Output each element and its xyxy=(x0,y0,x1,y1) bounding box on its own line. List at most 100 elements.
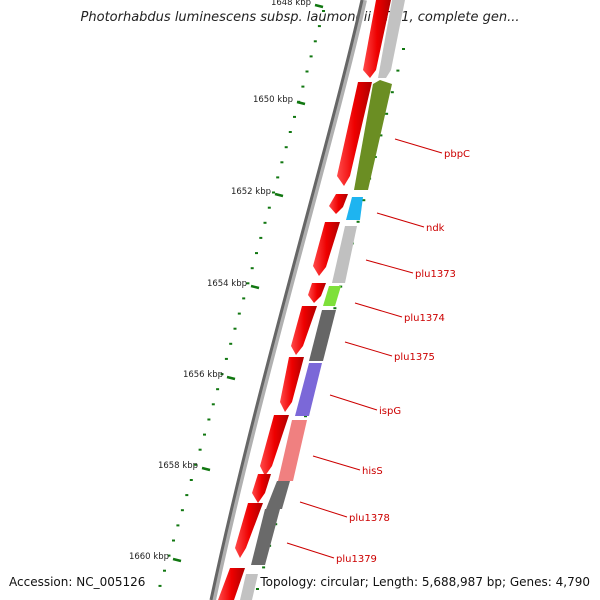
scale-dot xyxy=(207,418,211,421)
gene-block[interactable] xyxy=(354,80,392,190)
cds-arrow[interactable] xyxy=(313,222,340,276)
scale-tick-label: 1654 kbp xyxy=(207,279,247,289)
cds-arrow[interactable] xyxy=(252,474,271,503)
cds-reverse-track xyxy=(240,0,405,600)
inner-tick-dot xyxy=(356,220,360,223)
scale-dot xyxy=(284,146,288,149)
scale-dot xyxy=(194,463,198,466)
backbone-line xyxy=(210,0,367,600)
scale-tick-label: 1652 kbp xyxy=(231,187,271,197)
cds-arrow[interactable] xyxy=(218,568,245,600)
scale-dot xyxy=(172,539,175,542)
gene-label-plu1378[interactable]: plu1378 xyxy=(349,513,390,524)
scale-dot xyxy=(280,161,284,164)
scale-dot xyxy=(163,569,166,572)
cds-arrow[interactable] xyxy=(329,194,348,214)
scale-dot xyxy=(263,221,267,224)
cds-arrow[interactable] xyxy=(308,283,326,303)
gene-callout-line xyxy=(286,542,335,559)
gene-block[interactable] xyxy=(323,286,341,306)
gene-label-plu1373[interactable]: plu1373 xyxy=(415,269,456,280)
scale-tick xyxy=(314,3,324,9)
gene-callout-line xyxy=(365,259,414,274)
scale-dot xyxy=(322,10,325,12)
scale-tick xyxy=(274,192,284,198)
inner-tick-dot xyxy=(333,307,337,310)
gene-block-grey[interactable] xyxy=(378,0,405,78)
scale-tick-label: 1650 kbp xyxy=(253,95,293,105)
cds-arrow[interactable] xyxy=(363,0,391,78)
gene-block[interactable] xyxy=(251,509,280,565)
scale-dot xyxy=(211,403,215,406)
cds-arrow[interactable] xyxy=(337,82,372,186)
scale-dot xyxy=(167,554,171,557)
inner-tick-dot xyxy=(256,588,259,590)
scale-tick-label: 1648 kbp xyxy=(271,0,311,8)
cds-arrow[interactable] xyxy=(291,306,317,355)
scale-dot xyxy=(301,85,305,88)
scale-dot xyxy=(317,25,321,28)
scale-dot xyxy=(237,312,241,315)
scale-tick-label: 1658 kbp xyxy=(158,461,198,471)
inner-tick-dot xyxy=(262,566,266,569)
gene-label-ndk[interactable]: ndk xyxy=(426,223,445,234)
inner-tick-dot xyxy=(402,48,405,50)
scale-ticks: 1648 kbp 1650 kbp 1652 kbp 1654 kbp 1656 kbp… xyxy=(129,0,324,563)
inner-tick-dot xyxy=(379,134,383,137)
topology-text: Topology: circular; Length: 5,688,987 bp… xyxy=(260,575,590,589)
inner-tick-dot xyxy=(396,69,400,72)
inner-tick-dot xyxy=(304,415,307,418)
scale-dot xyxy=(220,373,224,376)
gene-labels: pbpC ndk plu1373 plu1374 plu1375 ispG hisS plu1… xyxy=(286,138,470,565)
scale-dot xyxy=(288,131,292,133)
gene-block[interactable] xyxy=(266,481,290,509)
scale-dot xyxy=(255,252,258,255)
gene-label-ispG[interactable]: ispG xyxy=(379,406,401,417)
scale-dot xyxy=(305,70,309,73)
accession-text: Accession: NC_005126 xyxy=(9,575,146,589)
gene-label-pbpC[interactable]: pbpC xyxy=(444,149,470,160)
scale-dot xyxy=(176,524,180,527)
scale-dot xyxy=(259,236,263,239)
cds-arrow[interactable] xyxy=(280,357,304,412)
gene-block[interactable] xyxy=(295,363,322,416)
scale-dot xyxy=(272,191,275,194)
scale-dot xyxy=(242,297,246,300)
scale-tick xyxy=(250,284,260,290)
scale-dot xyxy=(180,509,184,512)
scale-dot xyxy=(250,267,254,270)
scale-dot xyxy=(224,357,228,360)
scale-tick-label: 1660 kbp xyxy=(129,552,169,562)
gene-block[interactable] xyxy=(346,197,363,220)
scale-tick-label: 1656 kbp xyxy=(183,370,223,380)
scale-tick xyxy=(296,100,306,106)
scale-dot xyxy=(189,479,193,481)
gene-label-plu1379[interactable]: plu1379 xyxy=(336,554,377,565)
gene-block[interactable] xyxy=(309,310,336,361)
gene-callout-line xyxy=(329,394,378,411)
gene-block[interactable] xyxy=(278,420,307,481)
gene-label-hisS[interactable]: hisS xyxy=(362,466,383,477)
gene-callout-line xyxy=(344,341,393,357)
gene-callout-line xyxy=(312,455,361,471)
scale-dots xyxy=(158,10,325,587)
scale-dot xyxy=(216,388,220,391)
cds-arrow[interactable] xyxy=(235,503,263,558)
scale-dot xyxy=(229,342,233,345)
gene-callout-line xyxy=(376,212,425,228)
inner-tick-dot xyxy=(385,112,389,115)
scale-tick xyxy=(201,466,211,472)
gene-label-plu1374[interactable]: plu1374 xyxy=(404,313,445,324)
cds-arrow[interactable] xyxy=(260,415,289,476)
scale-dot xyxy=(233,327,237,330)
gene-label-plu1375[interactable]: plu1375 xyxy=(394,352,435,363)
scale-dot xyxy=(276,176,280,179)
scale-dot xyxy=(158,584,162,587)
scale-dot xyxy=(198,448,202,451)
gene-block-grey[interactable] xyxy=(240,574,258,600)
scale-dot xyxy=(267,206,271,209)
gene-block[interactable] xyxy=(332,226,357,283)
backbone-line-shadow xyxy=(209,0,364,600)
map-title: Photorhabdus luminescens subsp. laumondi… xyxy=(80,10,520,25)
